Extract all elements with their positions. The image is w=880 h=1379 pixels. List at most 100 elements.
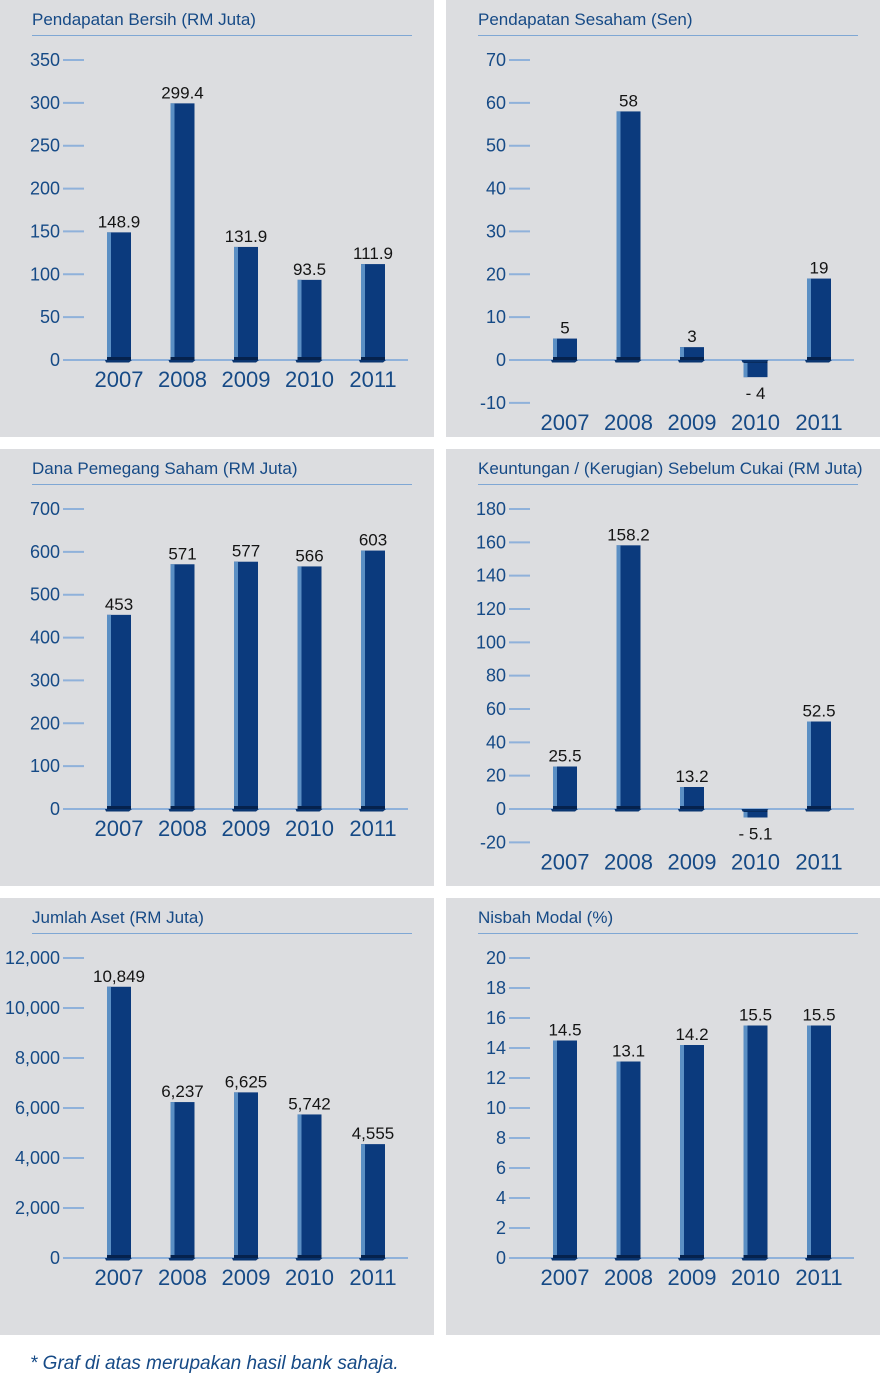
svg-text:2008: 2008 [158,1265,207,1290]
svg-text:4,555: 4,555 [352,1124,395,1143]
svg-text:160: 160 [476,532,506,552]
svg-text:150: 150 [30,221,60,241]
svg-text:180: 180 [476,499,506,519]
svg-text:100: 100 [30,264,60,284]
svg-text:400: 400 [30,628,60,648]
svg-text:2011: 2011 [349,816,396,841]
svg-text:3: 3 [687,327,696,346]
svg-text:500: 500 [30,585,60,605]
svg-text:148.9: 148.9 [98,212,141,231]
svg-text:19: 19 [810,259,829,278]
svg-text:50: 50 [486,136,506,156]
svg-text:6,000: 6,000 [15,1098,60,1118]
svg-text:0: 0 [50,1248,60,1268]
svg-text:80: 80 [486,666,506,686]
svg-text:-20: -20 [480,832,506,852]
svg-text:2011: 2011 [795,1265,842,1290]
svg-text:158.2: 158.2 [607,525,650,544]
svg-text:200: 200 [30,713,60,733]
svg-text:2010: 2010 [731,1265,780,1290]
svg-text:350: 350 [30,50,60,70]
svg-text:299.4: 299.4 [161,83,204,102]
svg-text:14: 14 [486,1038,506,1058]
svg-text:2008: 2008 [158,367,207,392]
svg-text:6: 6 [496,1158,506,1178]
svg-text:2007: 2007 [95,1265,144,1290]
svg-text:2010: 2010 [285,816,334,841]
svg-text:2: 2 [496,1218,506,1238]
svg-text:2007: 2007 [95,367,144,392]
svg-text:2009: 2009 [222,367,271,392]
svg-text:50: 50 [40,307,60,327]
svg-text:250: 250 [30,136,60,156]
svg-text:15.5: 15.5 [802,1006,835,1025]
svg-text:120: 120 [476,599,506,619]
svg-text:16: 16 [486,1008,506,1028]
svg-text:2011: 2011 [349,367,396,392]
svg-text:60: 60 [486,699,506,719]
svg-text:2009: 2009 [222,1265,271,1290]
svg-text:10,000: 10,000 [5,998,60,1018]
svg-text:2010: 2010 [731,410,780,435]
svg-text:2009: 2009 [222,816,271,841]
svg-text:20: 20 [486,948,506,968]
svg-text:2010: 2010 [285,367,334,392]
svg-text:-10: -10 [480,393,506,413]
svg-text:15.5: 15.5 [739,1006,772,1025]
svg-text:10: 10 [486,1098,506,1118]
svg-text:453: 453 [105,595,133,614]
svg-text:13.2: 13.2 [675,767,708,786]
svg-text:140: 140 [476,566,506,586]
svg-text:2009: 2009 [668,1265,717,1290]
svg-text:70: 70 [486,50,506,70]
svg-text:8: 8 [496,1128,506,1148]
svg-text:2008: 2008 [158,816,207,841]
svg-text:300: 300 [30,670,60,690]
svg-text:6,625: 6,625 [225,1072,268,1091]
svg-text:18: 18 [486,978,506,998]
svg-text:2009: 2009 [668,410,717,435]
svg-text:10: 10 [486,307,506,327]
svg-text:5: 5 [560,319,569,338]
svg-text:14.5: 14.5 [548,1021,581,1040]
svg-text:8,000: 8,000 [15,1048,60,1068]
svg-text:12,000: 12,000 [5,948,60,968]
svg-text:2007: 2007 [95,816,144,841]
svg-text:0: 0 [496,799,506,819]
svg-text:4: 4 [496,1188,506,1208]
svg-text:0: 0 [50,350,60,370]
svg-text:- 4: - 4 [746,384,766,403]
svg-text:2007: 2007 [541,410,590,435]
svg-text:- 5.1: - 5.1 [738,825,772,844]
svg-text:52.5: 52.5 [802,702,835,721]
svg-text:40: 40 [486,179,506,199]
svg-text:10,849: 10,849 [93,967,145,986]
svg-text:2009: 2009 [668,849,717,874]
svg-text:566: 566 [295,546,323,565]
svg-text:2007: 2007 [541,1265,590,1290]
svg-text:20: 20 [486,766,506,786]
svg-text:20: 20 [486,264,506,284]
svg-text:93.5: 93.5 [293,260,326,279]
svg-text:14.2: 14.2 [675,1025,708,1044]
svg-text:100: 100 [30,756,60,776]
svg-text:25.5: 25.5 [548,747,581,766]
svg-text:0: 0 [50,799,60,819]
svg-text:2007: 2007 [541,849,590,874]
svg-text:60: 60 [486,93,506,113]
svg-text:4,000: 4,000 [15,1148,60,1168]
svg-text:131.9: 131.9 [225,227,268,246]
svg-text:30: 30 [486,221,506,241]
svg-text:2,000: 2,000 [15,1198,60,1218]
svg-text:0: 0 [496,1248,506,1268]
svg-text:2010: 2010 [285,1265,334,1290]
svg-text:2008: 2008 [604,1265,653,1290]
svg-text:200: 200 [30,179,60,199]
svg-text:2008: 2008 [604,849,653,874]
svg-text:2010: 2010 [731,849,780,874]
svg-text:40: 40 [486,732,506,752]
svg-text:600: 600 [30,542,60,562]
svg-text:13.1: 13.1 [612,1042,645,1061]
svg-text:0: 0 [496,350,506,370]
svg-text:2011: 2011 [349,1265,396,1290]
